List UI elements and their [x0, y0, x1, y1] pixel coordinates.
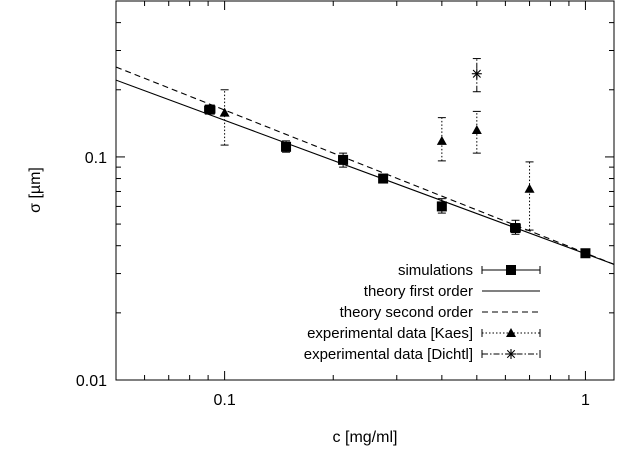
theory-second-order-line	[116, 66, 614, 265]
legend-dichtl-marker-d2	[506, 349, 516, 359]
legend-label: experimental data [Kaes]	[307, 325, 473, 342]
kaes-point	[436, 135, 447, 145]
plot-layer	[116, 58, 614, 265]
axis-tick-labels: 0.1 1 0.01 0.1	[76, 150, 590, 409]
simulation-point	[281, 141, 292, 152]
simulation-point	[338, 154, 349, 165]
kaes-point	[219, 107, 230, 117]
theory-first-order-line	[116, 79, 614, 265]
dichtl-series	[471, 58, 482, 93]
legend-label: simulations	[398, 262, 473, 279]
x-axis-label: c [mg/ml]	[333, 429, 398, 446]
dichtl-point-d2	[472, 69, 481, 78]
y-tick-label: 0.1	[85, 150, 107, 167]
y-tick-label: 0.01	[76, 373, 107, 390]
plot-frame	[115, 0, 615, 381]
y-axis-label: σ [µm]	[27, 167, 44, 213]
simulation-point	[580, 248, 591, 259]
simulation-point	[378, 173, 389, 184]
kaes-point	[471, 125, 482, 135]
legend-label: theory second order	[340, 304, 473, 321]
x-tick-label: 1	[581, 392, 590, 409]
x-tick-label: 0.1	[213, 392, 235, 409]
kaes-point	[524, 183, 535, 193]
legend-sim-marker	[506, 265, 516, 275]
simulations-series	[204, 104, 591, 259]
legend-label: theory first order	[364, 283, 473, 300]
legend-kaes-marker	[506, 328, 516, 337]
legend: simulations theory first order theory seco…	[304, 262, 541, 363]
simulation-point	[510, 223, 521, 234]
axis-ticks	[115, 0, 614, 381]
kaes-series	[219, 89, 535, 231]
simulation-point	[436, 201, 447, 212]
simulation-point	[204, 104, 215, 115]
legend-label: experimental data [Dichtl]	[304, 346, 473, 363]
